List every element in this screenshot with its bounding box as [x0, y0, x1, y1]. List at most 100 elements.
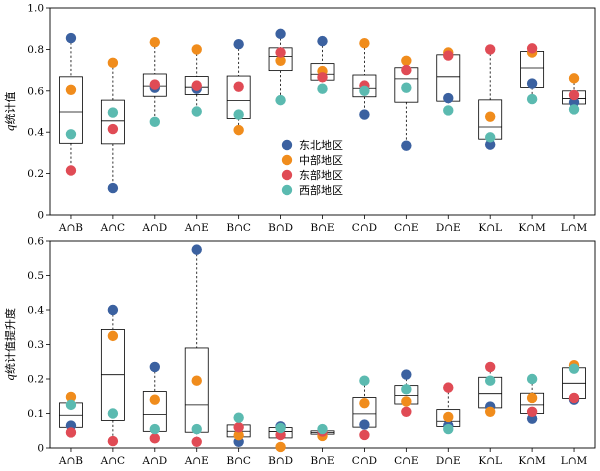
y-tick-label: 0.3 — [27, 339, 44, 351]
x-tick-label: C∩E — [394, 222, 419, 234]
data-point — [317, 72, 328, 83]
y-tick-label: 0.4 — [27, 305, 44, 317]
data-point — [484, 375, 496, 386]
x-tick-label: C∩E — [394, 455, 419, 467]
data-point — [65, 84, 77, 95]
legend-marker — [281, 184, 293, 196]
x-tick-label: B∩D — [268, 222, 293, 234]
y-axis-title: q统计值 — [4, 91, 17, 131]
data-point — [443, 411, 454, 423]
top-panel-q-value: 0 0.2 0.4 0.6 0.8 1.0 q统计值 A∩B A∩C A∩D A∩E B∩C B∩D B∩… — [4, 3, 596, 234]
y-tick-label: 0.1 — [27, 408, 44, 420]
legend-marker — [281, 169, 293, 181]
data-point — [191, 80, 202, 91]
data-point — [107, 408, 119, 419]
box — [59, 76, 83, 144]
x-tick-label: D∩E — [436, 222, 461, 234]
data-point — [484, 111, 496, 122]
data-point — [484, 139, 496, 150]
data-point — [65, 32, 77, 44]
x-tick-label: A∩D — [141, 455, 167, 467]
y-tick-label: 0.2 — [27, 374, 44, 386]
data-point — [149, 394, 161, 405]
data-point — [443, 105, 454, 116]
x-tick-label: K∩L — [478, 455, 502, 467]
legend-label: 中部地区 — [299, 153, 343, 167]
data-point — [149, 423, 161, 435]
data-point — [526, 93, 538, 105]
x-tick-label: B∩C — [226, 222, 251, 234]
data-point — [317, 423, 328, 435]
data-point — [191, 423, 202, 435]
data-point — [484, 44, 496, 55]
data-point — [107, 57, 119, 69]
data-point — [526, 43, 538, 54]
y-tick-label: 0.4 — [27, 127, 44, 139]
data-point — [233, 412, 244, 423]
data-point — [65, 399, 77, 411]
x-tick-label: B∩E — [310, 222, 334, 234]
bottom-panel-q-lift: 0 0.1 0.2 0.3 0.4 0.5 0.6 q统计值提升度 A∩B A∩C A∩D A∩E B∩… — [3, 236, 596, 467]
x-tick-label: A∩B — [58, 455, 83, 467]
x-tick-label: K∩L — [478, 222, 502, 234]
data-point — [107, 107, 119, 118]
x-tick-label: A∩B — [58, 222, 83, 234]
data-point — [526, 373, 538, 385]
y-tick-label: 0.6 — [27, 85, 44, 97]
x-tick-label: A∩C — [100, 455, 125, 467]
data-point — [233, 422, 244, 433]
box — [100, 99, 125, 145]
data-point — [107, 435, 119, 447]
data-point — [359, 109, 370, 120]
plot-frame — [49, 240, 596, 449]
y-axis-title: q统计值提升度 — [3, 308, 17, 381]
y-tick-label: 0.2 — [27, 168, 44, 180]
data-point — [401, 55, 412, 66]
x-tick-label: L∩M — [561, 222, 588, 234]
data-point — [401, 64, 412, 76]
data-point — [107, 304, 119, 316]
data-point — [191, 436, 202, 447]
data-point — [275, 47, 286, 58]
y-tick-label: 1.0 — [27, 3, 44, 15]
data-point — [275, 94, 286, 106]
data-point — [233, 39, 244, 50]
data-point — [401, 140, 412, 151]
legend-marker — [281, 139, 293, 151]
data-point — [568, 363, 580, 374]
data-point — [149, 79, 161, 90]
data-point — [568, 96, 580, 108]
data-point — [233, 109, 244, 120]
data-point — [568, 104, 580, 115]
data-point — [275, 55, 286, 66]
x-tick-label: A∩C — [100, 222, 125, 234]
data-point — [317, 83, 328, 94]
data-point — [568, 73, 580, 84]
data-point — [484, 361, 496, 373]
data-point — [568, 89, 580, 101]
y-tick-label: 0.5 — [27, 270, 44, 282]
data-point — [233, 430, 244, 441]
x-tick-label: A∩D — [141, 222, 167, 234]
x-tick-label: K∩M — [518, 455, 546, 467]
data-point — [443, 382, 454, 393]
data-point — [65, 129, 77, 140]
data-point — [443, 92, 454, 104]
data-point — [484, 132, 496, 143]
y-tick-label: 0 — [37, 210, 44, 222]
y-tick-label: 0.8 — [27, 44, 44, 56]
data-point — [526, 392, 538, 404]
data-point — [149, 361, 161, 373]
data-point — [275, 422, 286, 434]
data-point — [65, 391, 77, 403]
x-tick-label: A∩E — [184, 222, 209, 234]
x-tick-label: B∩C — [226, 455, 251, 467]
x-tick-label: B∩E — [310, 455, 334, 467]
data-point — [359, 375, 370, 386]
x-tick-label: C∩D — [352, 455, 377, 467]
data-point — [275, 441, 286, 453]
data-point — [65, 427, 77, 438]
data-point — [443, 423, 454, 435]
data-point — [401, 369, 412, 380]
